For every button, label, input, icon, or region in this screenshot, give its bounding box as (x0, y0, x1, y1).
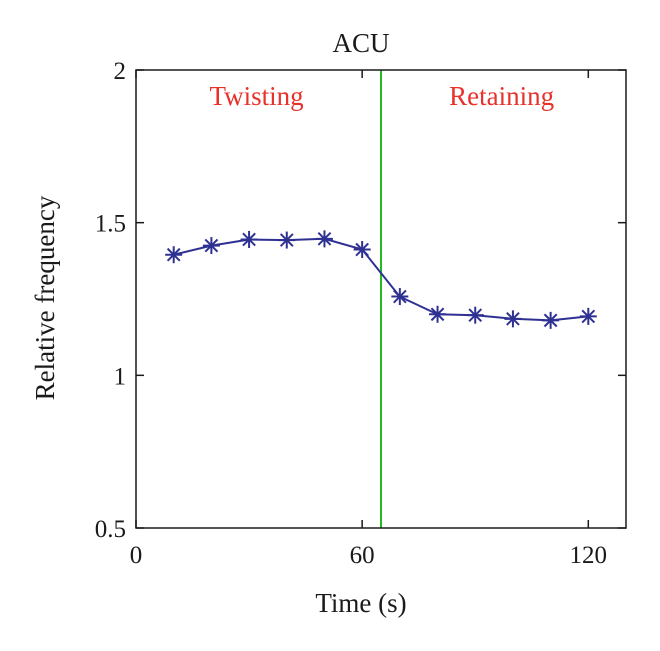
y-axis-title: Relative frequency (30, 195, 60, 400)
y-tick-label: 0.5 (95, 516, 126, 543)
data-point (391, 288, 409, 306)
data-point (542, 311, 560, 329)
chart-title: ACU (332, 28, 389, 58)
y-tick-label: 2 (114, 58, 127, 85)
x-axis: 0 60 120 (130, 70, 607, 569)
data-point (504, 310, 522, 328)
data-point (429, 305, 447, 323)
data-point (240, 230, 258, 248)
x-axis-title: Time (s) (315, 588, 406, 618)
plot-frame (135, 69, 627, 529)
data-point (579, 307, 597, 325)
data-point (202, 237, 220, 255)
x-tick-label: 0 (130, 542, 143, 569)
x-tick-label: 120 (570, 542, 608, 569)
plot-area: Twisting Retaining (165, 70, 597, 528)
y-tick-label: 1 (114, 363, 127, 390)
data-point (466, 306, 484, 324)
x-tick-label: 60 (350, 542, 375, 569)
data-point (315, 230, 333, 248)
data-point (353, 241, 371, 259)
y-axis: 0.5 1 1.5 2 (95, 58, 626, 543)
data-point (165, 246, 183, 264)
annotation-twisting: Twisting (210, 81, 304, 111)
data-point (278, 231, 296, 249)
annotation-retaining: Retaining (449, 81, 554, 111)
y-tick-label: 1.5 (95, 211, 126, 238)
